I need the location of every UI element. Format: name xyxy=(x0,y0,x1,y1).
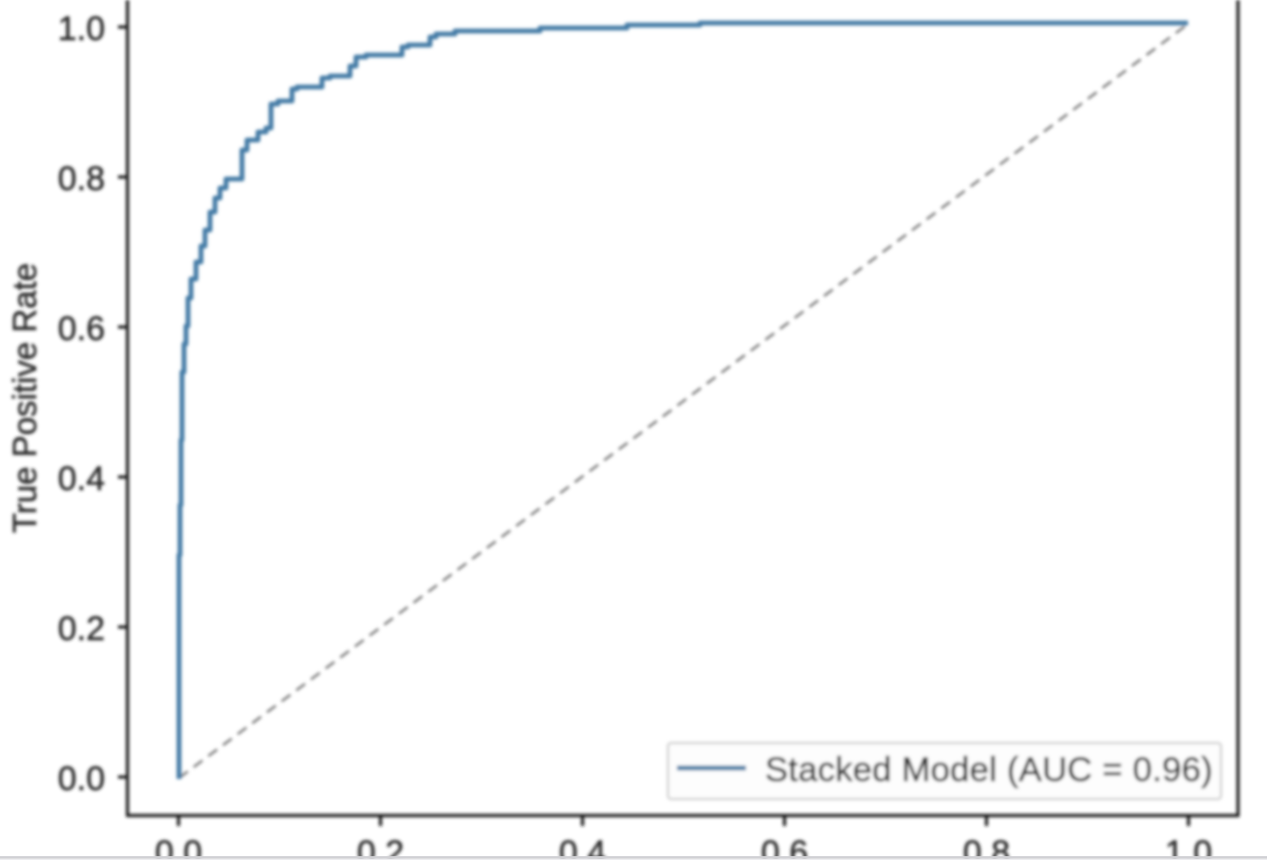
svg-text:0.4: 0.4 xyxy=(58,460,105,498)
svg-text:0.6: 0.6 xyxy=(58,310,105,348)
svg-text:Stacked Model (AUC = 0.96): Stacked Model (AUC = 0.96) xyxy=(765,751,1213,789)
svg-text:0.2: 0.2 xyxy=(58,610,105,648)
svg-text:True Positive Rate: True Positive Rate xyxy=(6,263,43,533)
svg-text:0.0: 0.0 xyxy=(155,834,202,860)
svg-text:0.8: 0.8 xyxy=(58,160,105,198)
svg-text:0.2: 0.2 xyxy=(357,834,404,860)
svg-text:0.0: 0.0 xyxy=(58,760,105,798)
svg-text:1.0: 1.0 xyxy=(58,10,105,48)
svg-text:1.0: 1.0 xyxy=(1165,834,1212,860)
svg-text:0.4: 0.4 xyxy=(559,834,606,860)
svg-text:0.6: 0.6 xyxy=(761,834,808,860)
svg-text:0.8: 0.8 xyxy=(963,834,1010,860)
